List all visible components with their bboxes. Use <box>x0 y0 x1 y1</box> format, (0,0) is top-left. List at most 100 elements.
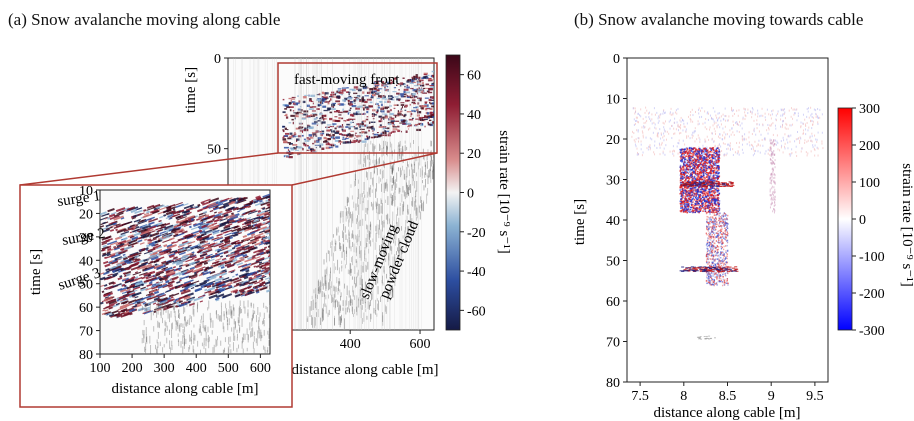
heat-b-speckle <box>704 110 706 113</box>
heat-a-cloud <box>367 143 369 153</box>
heat-b-speckle <box>767 123 769 126</box>
heat-a-streak <box>395 84 398 86</box>
heat-inset-streak <box>143 209 147 212</box>
heat-inset-streak <box>173 233 179 238</box>
heat-inset-tail <box>178 309 180 318</box>
heat-inset-streak <box>178 302 188 308</box>
heat-inset-streak <box>187 300 191 304</box>
heat-inset-streak <box>234 251 240 256</box>
heat-b-speckle <box>638 140 640 143</box>
heat-b-speckle <box>709 128 711 131</box>
heat-inset-streak <box>112 270 116 274</box>
heat-inset-tail <box>269 323 270 328</box>
heat-b-speckle <box>732 120 734 123</box>
heat-a-streak <box>297 153 299 156</box>
inset-ytick-label-2: 30 <box>79 231 93 246</box>
heat-b-speckle <box>817 121 819 124</box>
heat-b-event <box>701 196 704 199</box>
heat-b-speckle <box>772 133 774 136</box>
heat-a-cloud <box>340 295 341 301</box>
heat-b-speckle <box>806 121 808 124</box>
heat-inset-tail <box>164 300 166 308</box>
heat-inset-streak <box>144 238 148 241</box>
heat-inset-streak <box>100 272 105 275</box>
heat-a-cloud <box>339 305 341 311</box>
heat-b-event <box>717 207 719 210</box>
heat-inset-tail <box>173 301 175 311</box>
heat-a-cloud <box>376 266 378 276</box>
heat-b-speckle <box>724 137 726 140</box>
heat-a-cloud <box>353 309 355 315</box>
heat-inset-streak <box>231 246 236 250</box>
heat-a-streak <box>400 119 405 122</box>
heat-inset-streak <box>214 252 218 256</box>
heat-a-cloud <box>351 233 353 239</box>
heat-a-cloud <box>380 229 382 239</box>
heat-b-speckle <box>665 144 667 147</box>
heat-b-speckle <box>728 135 730 138</box>
heat-inset-streak <box>178 251 186 256</box>
heat-b-speckle <box>694 130 696 133</box>
heat-b-speckle <box>755 149 757 152</box>
heat-inset-streak <box>218 212 224 216</box>
heat-a-streak <box>400 82 404 85</box>
heat-inset-streak <box>205 223 210 226</box>
heat-b-event <box>698 176 701 178</box>
heat-b-speckle <box>646 109 648 112</box>
heat-b-speckle <box>699 150 701 153</box>
heat-a-cloud <box>343 223 344 231</box>
heat-inset-streak <box>223 242 231 246</box>
heat-inset-tail <box>165 307 167 313</box>
heat-b-speckle <box>714 145 716 148</box>
heat-a-cloud <box>366 315 368 320</box>
heat-a-cloud <box>336 227 337 236</box>
heat-inset-streak <box>170 227 181 233</box>
heat-inset-streak <box>247 271 256 276</box>
heat-inset-tail <box>238 307 240 317</box>
heat-inset-streak <box>119 303 130 308</box>
heat-inset-streak <box>184 215 195 220</box>
heat-b-speckle <box>800 137 802 140</box>
heat-b-speckle <box>696 138 698 141</box>
heat-b-speckle <box>807 139 809 142</box>
heat-b-speckle <box>649 145 651 148</box>
heat-b-speckle <box>711 137 713 140</box>
heat-a-streak <box>303 129 309 132</box>
heat-b-speckle <box>698 112 700 115</box>
heat-inset-streak <box>164 224 174 230</box>
inset-ytick-label-5: 60 <box>79 301 93 316</box>
heat-inset-streak <box>129 235 135 239</box>
heat-inset-streak <box>174 283 184 288</box>
heat-b-speckle <box>690 118 692 121</box>
heat-b-event <box>681 173 683 176</box>
heat-b-speckle <box>739 120 741 123</box>
heat-b-speckle <box>762 114 764 117</box>
heat-inset-streak <box>156 204 165 209</box>
heat-a-streak <box>387 90 389 92</box>
heat-a-streak <box>325 146 331 150</box>
heat-a-streak <box>304 94 308 96</box>
heat-a-streak <box>391 117 395 120</box>
heat-a-streak <box>411 93 416 96</box>
heat-inset-tail <box>162 307 164 315</box>
heat-a-cloud <box>390 175 392 183</box>
heat-a-cloud <box>344 318 345 329</box>
heat-inset-tail <box>175 325 177 331</box>
heat-b-speckle <box>725 115 727 118</box>
heat-b-event <box>705 196 708 199</box>
heat-a-cloud <box>369 151 370 160</box>
heat-a-streak <box>430 99 434 101</box>
heat-inset-streak <box>108 213 116 218</box>
heat-inset-tail <box>178 340 180 347</box>
heat-inset-tail <box>196 303 198 313</box>
heat-a-cloud <box>361 305 363 310</box>
heat-a-streak <box>284 132 290 135</box>
heat-inset-streak <box>165 280 170 284</box>
heat-a-streak <box>405 91 411 94</box>
heat-inset-streak <box>126 279 130 282</box>
heat-b-event <box>709 156 712 159</box>
inset-ylabel: time [s] <box>28 249 44 295</box>
heat-b-speckle <box>649 144 651 147</box>
heat-a-cloud <box>338 311 340 321</box>
heat-b-event <box>698 177 700 179</box>
